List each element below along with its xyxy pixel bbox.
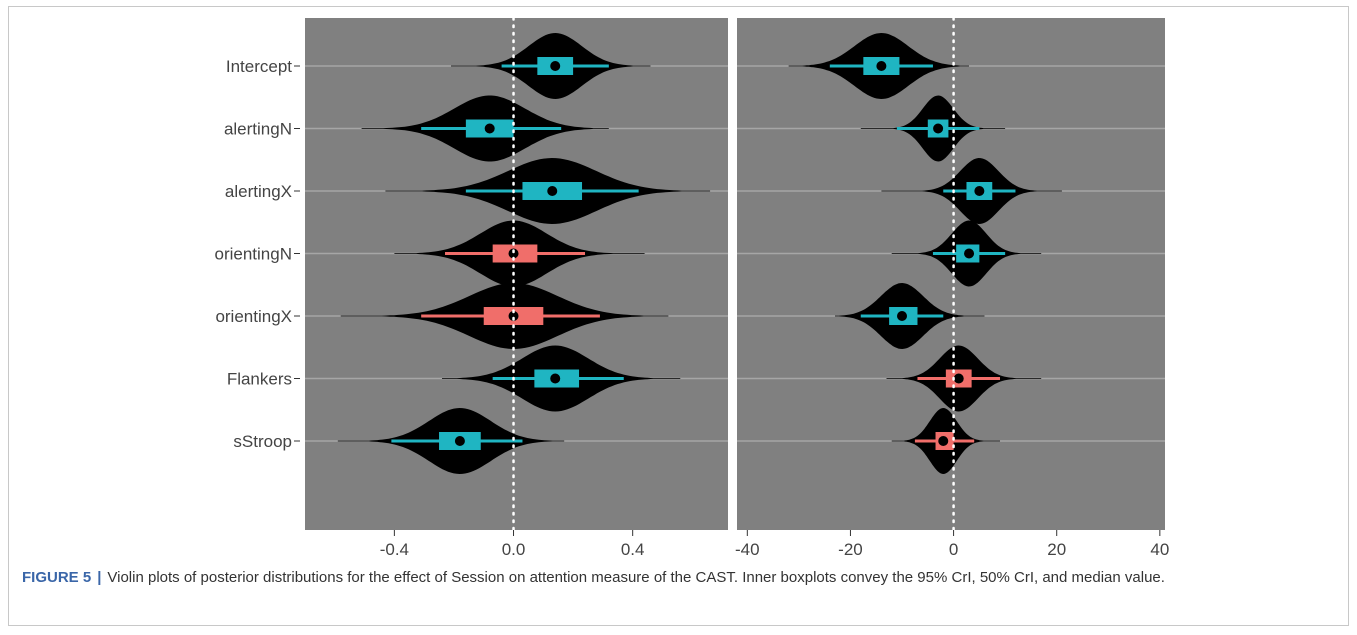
y-tick-label: Intercept xyxy=(226,57,292,76)
y-tick-label: orientingX xyxy=(215,307,292,326)
y-tick-label: Flankers xyxy=(227,370,292,389)
caption-text: Violin plots of posterior distributions … xyxy=(107,569,1165,586)
median-point-orientingN xyxy=(508,248,519,259)
median-point-sStroop xyxy=(938,436,949,446)
median-point-sStroop xyxy=(454,436,465,446)
y-tick-label: alertingX xyxy=(225,182,292,201)
median-point-alertingN xyxy=(933,123,944,134)
median-point-orientingX xyxy=(508,311,519,321)
caption-separator: | xyxy=(97,569,102,586)
x-tick-label: 40 xyxy=(1150,540,1169,559)
y-tick-label: sStroop xyxy=(233,432,292,451)
x-tick-label: 20 xyxy=(1047,540,1066,559)
y-tick-label: alertingN xyxy=(224,120,292,139)
x-tick-label: 0.0 xyxy=(502,540,526,559)
figure-caption: FIGURE 5 | Violin plots of posterior distr… xyxy=(22,566,1332,590)
median-point-alertingX xyxy=(974,186,985,196)
x-tick-label: 0 xyxy=(949,540,958,559)
x-tick-label: -0.4 xyxy=(380,540,409,559)
y-tick-label: orientingN xyxy=(215,245,293,264)
median-point-Flankers xyxy=(953,373,964,384)
x-tick-label: 0.4 xyxy=(621,540,645,559)
median-point-Flankers xyxy=(550,373,561,384)
x-tick-label: -40 xyxy=(735,540,760,559)
median-point-orientingN xyxy=(964,248,975,259)
median-point-alertingN xyxy=(484,123,495,134)
x-tick-label: -20 xyxy=(838,540,863,559)
median-point-alertingX xyxy=(547,186,558,196)
figure-label: FIGURE 5 xyxy=(22,569,92,586)
median-point-Intercept xyxy=(876,61,887,71)
median-point-orientingX xyxy=(897,311,908,321)
median-point-Intercept xyxy=(550,61,561,71)
violin-chart: Intercept alertingN alertingX orientingN ori… xyxy=(215,16,1169,559)
